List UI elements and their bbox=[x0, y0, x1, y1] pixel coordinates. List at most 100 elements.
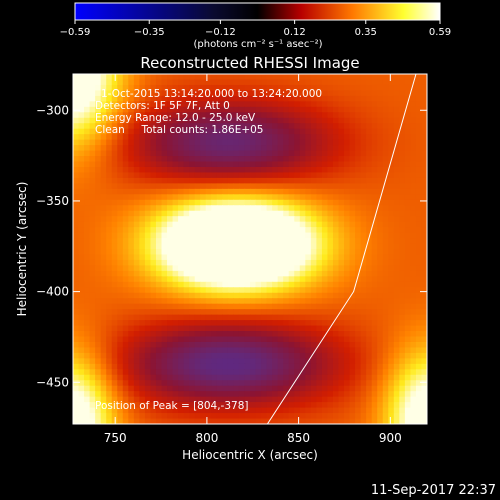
heatmap-cell bbox=[216, 210, 223, 217]
heatmap-cell bbox=[377, 79, 384, 86]
heatmap-cell bbox=[288, 309, 295, 316]
heatmap-cell bbox=[399, 358, 406, 365]
heatmap-cell bbox=[327, 123, 334, 130]
heatmap-cell bbox=[111, 84, 118, 92]
heatmap-cell bbox=[393, 352, 400, 359]
heatmap-cell bbox=[95, 188, 102, 195]
heatmap-cell bbox=[388, 177, 395, 184]
heatmap-cell bbox=[189, 385, 196, 392]
heatmap-cell bbox=[266, 303, 273, 310]
heatmap-cell bbox=[393, 117, 400, 124]
heatmap-cell bbox=[415, 270, 423, 277]
heatmap-cell bbox=[122, 369, 129, 376]
heatmap-cell bbox=[355, 112, 362, 119]
heatmap-cell bbox=[244, 117, 251, 124]
heatmap-cell bbox=[211, 385, 218, 392]
heatmap-cell bbox=[404, 358, 412, 365]
heatmap-cell bbox=[393, 331, 400, 338]
heatmap-cell bbox=[200, 117, 207, 124]
heatmap-cell bbox=[360, 358, 367, 365]
heatmap-cell bbox=[344, 320, 351, 327]
heatmap-cell bbox=[200, 249, 207, 256]
heatmap-cell bbox=[222, 156, 229, 163]
heatmap-cell bbox=[277, 270, 284, 277]
heatmap-cell bbox=[344, 352, 351, 359]
heatmap-cell bbox=[283, 177, 290, 184]
heatmap-cell bbox=[128, 413, 135, 420]
heatmap-cell bbox=[360, 391, 367, 398]
heatmap-cell bbox=[261, 418, 268, 424]
heatmap-cell bbox=[172, 194, 179, 201]
heatmap-cell bbox=[128, 232, 135, 239]
heatmap-cell bbox=[316, 74, 323, 81]
heatmap-cell bbox=[244, 254, 251, 261]
heatmap-cell bbox=[161, 188, 168, 195]
heatmap-cell bbox=[122, 161, 129, 168]
heatmap-cell bbox=[167, 221, 174, 228]
y-tick-label: −300 bbox=[36, 103, 69, 117]
heatmap-cell bbox=[133, 358, 140, 365]
heatmap-cell bbox=[366, 79, 373, 86]
heatmap-cell bbox=[178, 232, 185, 239]
heatmap-cell bbox=[216, 95, 223, 102]
heatmap-cell bbox=[161, 134, 168, 141]
heatmap-cell bbox=[399, 402, 406, 409]
heatmap-cell bbox=[338, 292, 345, 299]
heatmap-cell bbox=[255, 281, 262, 288]
heatmap-cell bbox=[111, 79, 118, 86]
heatmap-cell bbox=[144, 101, 152, 108]
heatmap-cell bbox=[272, 150, 279, 157]
heatmap-cell bbox=[393, 413, 400, 420]
heatmap-cell bbox=[161, 380, 168, 387]
heatmap-cell bbox=[382, 380, 389, 387]
heatmap-cell bbox=[250, 385, 257, 392]
heatmap-cell bbox=[371, 259, 378, 267]
heatmap-cell bbox=[316, 320, 323, 327]
heatmap-cell bbox=[277, 402, 284, 409]
heatmap-cell bbox=[316, 391, 323, 398]
heatmap-cell bbox=[150, 177, 157, 184]
heatmap-cell bbox=[211, 298, 218, 305]
heatmap-cell bbox=[222, 265, 229, 272]
heatmap-cell bbox=[238, 407, 246, 414]
heatmap-cell bbox=[377, 188, 384, 195]
heatmap-cell bbox=[338, 287, 345, 294]
heatmap-cell bbox=[89, 232, 96, 239]
heatmap-cell bbox=[144, 199, 152, 206]
heatmap-cell bbox=[178, 314, 185, 321]
heatmap-cell bbox=[283, 216, 290, 223]
heatmap-cell bbox=[211, 194, 218, 201]
heatmap-cell bbox=[371, 254, 378, 261]
heatmap-cell bbox=[393, 194, 400, 201]
heatmap-cell bbox=[117, 84, 124, 92]
heatmap-cell bbox=[332, 238, 340, 245]
heatmap-cell bbox=[366, 238, 373, 245]
heatmap-cell bbox=[399, 380, 406, 387]
heatmap-cell bbox=[216, 139, 223, 146]
heatmap-cell bbox=[421, 298, 427, 305]
heatmap-cell bbox=[299, 363, 306, 370]
heatmap-cell bbox=[371, 84, 378, 92]
heatmap-cell bbox=[366, 199, 373, 206]
heatmap-cell bbox=[404, 74, 412, 81]
heatmap-cell bbox=[205, 216, 212, 223]
heatmap-cell bbox=[233, 287, 240, 294]
heatmap-cell bbox=[355, 128, 362, 135]
heatmap-cell bbox=[178, 303, 185, 310]
heatmap-cell bbox=[117, 352, 124, 359]
heatmap-cell bbox=[371, 380, 378, 387]
heatmap-cell bbox=[155, 385, 163, 392]
heatmap-cell bbox=[227, 205, 235, 212]
heatmap-cell bbox=[310, 298, 317, 305]
heatmap-cell bbox=[344, 325, 351, 332]
heatmap-cell bbox=[349, 117, 356, 124]
heatmap-cell bbox=[73, 281, 80, 288]
heatmap-cell bbox=[310, 347, 317, 354]
heatmap-cell bbox=[261, 194, 268, 201]
heatmap-cell bbox=[377, 309, 384, 316]
heatmap-cell bbox=[100, 227, 107, 234]
heatmap-cell bbox=[189, 194, 196, 201]
heatmap-cell bbox=[283, 402, 290, 409]
heatmap-cell bbox=[288, 413, 295, 420]
heatmap-cell bbox=[106, 79, 113, 86]
